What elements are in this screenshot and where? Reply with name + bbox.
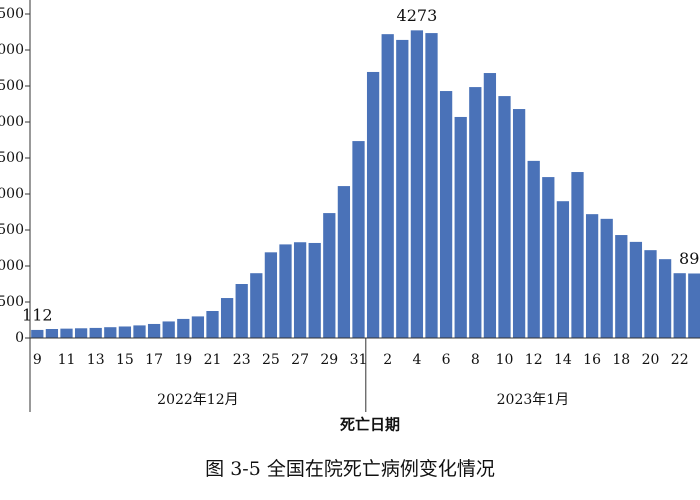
bar [60, 328, 73, 338]
x-tick-label: 13 [87, 352, 105, 368]
group-label: 2022年12月 [157, 392, 238, 408]
bar [206, 311, 219, 338]
bar [469, 87, 482, 338]
bar [235, 284, 248, 338]
x-tick-label: 11 [58, 352, 76, 368]
bar [352, 141, 365, 338]
bar [250, 273, 263, 338]
bar [542, 177, 555, 338]
y-tick-label: 2000 [0, 186, 24, 202]
x-tick-label: 15 [116, 352, 134, 368]
x-tick-label: 4 [412, 352, 421, 368]
x-tick-label: 17 [145, 352, 163, 368]
x-tick-label: 8 [471, 352, 480, 368]
value-label: 896 [679, 249, 700, 268]
bar [600, 218, 613, 338]
x-axis-title: 死亡日期 [340, 416, 400, 434]
bar [381, 34, 394, 338]
bar [410, 30, 424, 339]
bar [527, 160, 540, 338]
x-tick-label: 19 [174, 352, 192, 368]
y-tick-label: 3500 [0, 78, 24, 94]
bar [220, 298, 234, 338]
bar [439, 91, 453, 338]
bar [571, 172, 584, 338]
bar [512, 109, 526, 338]
bar [556, 201, 570, 338]
bar [585, 214, 599, 338]
x-tick-label: 29 [320, 352, 338, 368]
x-tick-label: 14 [554, 352, 572, 368]
bar [498, 96, 511, 338]
caption: 图 3-5 全国在院死亡病例变化情况 [205, 458, 495, 480]
x-tick-label: 27 [291, 352, 309, 368]
bar [45, 329, 59, 338]
x-tick-label: 21 [204, 352, 222, 368]
bar [629, 241, 643, 338]
x-tick-label: 18 [612, 352, 630, 368]
value-label: 112 [22, 305, 53, 324]
x-tick-label: 9 [33, 352, 42, 368]
x-tick-label: 6 [442, 352, 451, 368]
y-tick-label: 3000 [0, 114, 24, 130]
bar [673, 273, 686, 338]
bar [483, 73, 497, 338]
bar [615, 235, 628, 338]
y-tick-label: 0 [15, 330, 24, 346]
bar [323, 213, 336, 338]
x-tick-label: 22 [671, 352, 689, 368]
bar [264, 252, 278, 338]
bar [104, 327, 117, 338]
value-label: 4273 [397, 6, 438, 25]
x-tick-label: 23 [233, 352, 251, 368]
x-tick-label: 2 [383, 352, 392, 368]
bar [118, 326, 132, 338]
bar [337, 186, 351, 338]
x-tick-label: 10 [496, 352, 514, 368]
bar [74, 328, 88, 338]
x-tick-label: 25 [262, 352, 280, 368]
bar [425, 33, 438, 339]
x-tick-label: 31 [350, 352, 368, 368]
bar [162, 321, 175, 338]
bar [279, 244, 292, 338]
bar [293, 242, 307, 338]
bar [191, 316, 205, 338]
y-tick-label: 1500 [0, 222, 24, 238]
bar [133, 325, 146, 338]
bar [366, 71, 380, 339]
bar [177, 318, 190, 338]
bar [644, 250, 657, 338]
x-tick-label: 20 [642, 352, 660, 368]
group-label: 2023年1月 [497, 392, 570, 408]
y-tick-label: 500 [0, 294, 24, 310]
x-tick-label: 16 [583, 352, 601, 368]
y-tick-label: 1000 [0, 258, 24, 274]
bar [31, 329, 44, 338]
bar [89, 327, 102, 338]
bar [147, 323, 161, 338]
bar [396, 39, 409, 339]
bar [658, 259, 672, 338]
bar [454, 116, 467, 339]
bar [688, 273, 700, 338]
x-tick-label: 12 [525, 352, 543, 368]
bar [308, 242, 321, 338]
y-tick-label: 4000 [0, 42, 24, 58]
y-tick-label: 4500 [0, 6, 24, 22]
y-tick-label: 2500 [0, 150, 24, 166]
